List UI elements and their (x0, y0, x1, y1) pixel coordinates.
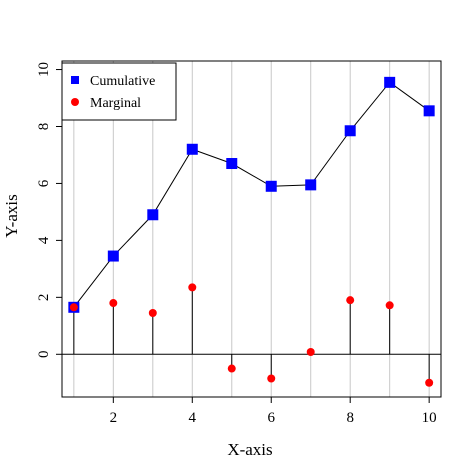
marginal-markers (69, 283, 434, 387)
x-tick-label: 10 (422, 410, 437, 426)
x-axis-title: X-axis (227, 440, 272, 459)
cumulative-markers (68, 76, 435, 313)
marginal-point (109, 299, 118, 308)
cumulative-point (384, 76, 396, 88)
legend: Cumulative Marginal (61, 62, 177, 121)
x-tick-label: 6 (267, 410, 275, 426)
legend-marginal-marker (71, 98, 79, 106)
x-axis: 2 4 6 8 10 (110, 397, 437, 426)
legend-cumulative-marker (71, 76, 79, 84)
marginal-point (188, 283, 197, 292)
y-tick-label: 8 (36, 123, 52, 130)
marginal-point (346, 296, 355, 305)
plot-frame (61, 60, 442, 398)
marginal-point (267, 374, 276, 383)
cumulative-point (226, 158, 238, 170)
legend-cumulative-label: Cumulative (90, 74, 155, 89)
marginal-point (69, 303, 78, 312)
y-axis-title: Y-axis (2, 194, 21, 237)
legend-box (61, 62, 177, 121)
marginal-point (425, 378, 434, 387)
y-tick-label: 10 (36, 62, 52, 77)
x-tick-label: 2 (110, 410, 118, 426)
marginal-stems (73, 287, 430, 383)
x-tick-label: 4 (189, 410, 197, 426)
marginal-point (385, 301, 394, 310)
y-tick-label: 2 (36, 294, 52, 302)
y-axis: 0 2 4 6 8 10 (36, 62, 62, 358)
cumulative-point (305, 179, 317, 191)
y-tick-label: 4 (36, 236, 52, 244)
cumulative-point (107, 250, 119, 262)
marginal-point (306, 348, 315, 357)
y-tick-label: 0 (36, 351, 52, 359)
legend-marginal-label: Marginal (90, 96, 141, 111)
cumulative-point (344, 125, 356, 137)
x-tick-label: 8 (346, 410, 354, 426)
cumulative-point (423, 105, 435, 117)
y-tick-label: 6 (36, 179, 52, 187)
cumulative-point (186, 143, 198, 155)
marginal-point (148, 309, 157, 317)
cumulative-point (147, 209, 159, 221)
cumulative-point (265, 180, 277, 192)
marginal-point (227, 364, 236, 373)
cumulative-line (73, 81, 430, 308)
